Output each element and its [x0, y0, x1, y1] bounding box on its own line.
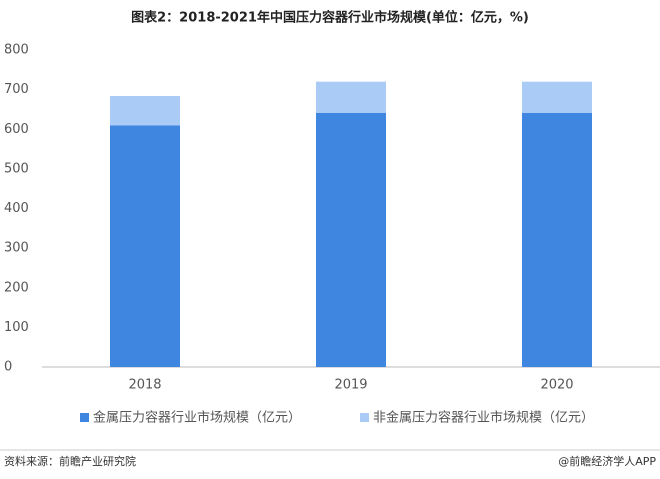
legend-label: 金属压力容器行业市场规模（亿元）	[93, 410, 301, 426]
y-tick-label: 100	[4, 320, 29, 335]
y-tick-label: 500	[4, 161, 29, 176]
bar-segment	[110, 125, 180, 367]
credit: @前瞻经济学人APP	[558, 454, 656, 468]
y-tick-label: 600	[4, 122, 29, 137]
source: 资料来源：前瞻产业研究院	[4, 454, 136, 468]
bar-segment	[110, 95, 180, 126]
bar-segment	[316, 113, 386, 367]
x-tick-label: 2020	[540, 378, 573, 393]
x-tick-label: 2018	[128, 378, 161, 393]
y-tick-label: 800	[4, 43, 29, 58]
legend-label: 非金属压力容器行业市场规模（亿元）	[373, 410, 594, 426]
x-tick-label: 2019	[334, 378, 367, 393]
y-tick-label: 300	[4, 241, 29, 256]
bar-segment	[522, 113, 592, 367]
bar-segment	[316, 81, 386, 114]
legend-swatch	[80, 413, 89, 422]
legend-swatch	[360, 413, 369, 422]
chart-title: 图表2：2018-2021年中国压力容器行业市场规模(单位：亿元，%)	[131, 10, 529, 26]
y-tick-label: 200	[4, 280, 29, 295]
y-tick-label: 0	[4, 360, 12, 375]
y-tick-label: 700	[4, 82, 29, 97]
y-tick-label: 400	[4, 201, 29, 216]
bar-segment	[522, 81, 592, 114]
